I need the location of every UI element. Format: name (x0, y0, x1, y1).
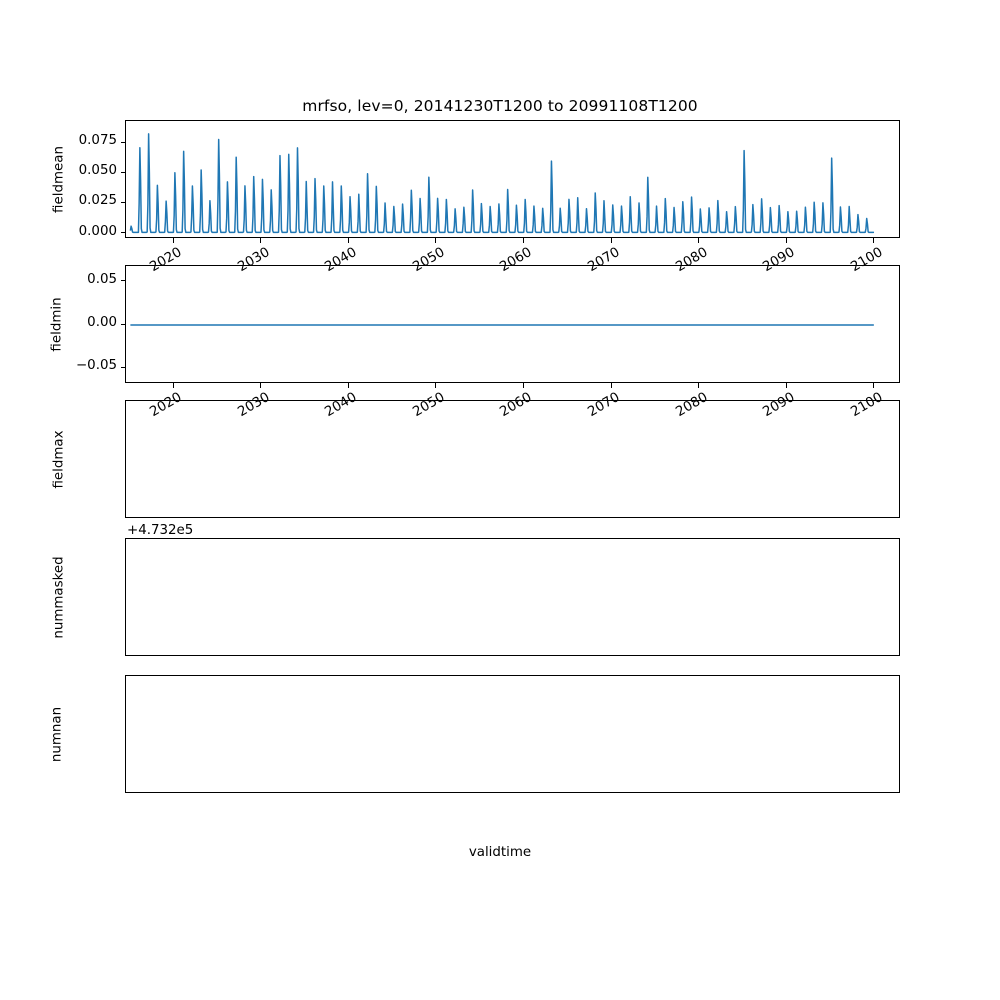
fieldmin-ytick-label: −0.05 (75, 358, 117, 374)
fieldmean-series-path (129, 133, 875, 234)
fieldmin-line-plot (130, 324, 874, 326)
fieldmean-xtick-mark (260, 238, 262, 243)
fieldmin-xtick-mark (172, 383, 174, 388)
fieldmin-xtick-mark (610, 383, 612, 388)
fieldmin-xtick-mark (522, 383, 525, 388)
fieldmean-ytick-label: 0.000 (78, 223, 117, 239)
fieldmin-xtick-mark (347, 383, 349, 388)
fieldmean-xtick-mark (435, 238, 437, 243)
fieldmin-xtick-mark (873, 383, 875, 388)
fieldmin-xtick-mark (260, 383, 262, 388)
panel-fieldmax (125, 400, 900, 518)
numnan-line-plot (126, 676, 900, 793)
panel-fieldmin-frame (125, 265, 900, 383)
fieldmin-ytick-label: 0.05 (87, 271, 117, 287)
fieldmin-ytick-mark (120, 366, 125, 368)
panel-fieldmin (125, 265, 900, 383)
fieldmean-ytick-mark (120, 201, 125, 204)
fieldmin-ytick-label: 0.00 (87, 315, 117, 330)
fieldmin-ytick-mark (120, 323, 125, 325)
panel-fieldmean-frame (125, 120, 900, 238)
fieldmean-line-plot (129, 133, 875, 234)
fieldmean-ytick-label: 0.075 (78, 133, 117, 149)
nummasked-offset-text: +4.732e5 (127, 523, 194, 538)
nummasked-line-plot (126, 539, 900, 656)
fieldmean-xtick-mark (873, 238, 875, 243)
fieldmin-xtick-mark (435, 383, 437, 388)
fieldmin-ytick-mark (120, 280, 125, 282)
panel-fieldmean (125, 120, 900, 238)
fieldmean-xtick-mark (785, 238, 787, 243)
figure-title: mrfso, lev=0, 20141230T1200 to 20991108T… (302, 97, 698, 115)
panel-nummasked-frame (125, 538, 900, 656)
fieldmean-ytick-mark (120, 141, 125, 143)
fieldmean-ytick-mark (120, 232, 125, 234)
fieldmean-xtick-mark (172, 238, 174, 243)
fieldmin-xtick-mark (785, 383, 787, 388)
fieldmean-ytick-label: 0.025 (78, 193, 117, 209)
fieldmean-ytick-label: 0.050 (78, 163, 117, 179)
fieldmean-xtick-mark (522, 238, 525, 243)
panel-fieldmax-frame (125, 400, 900, 518)
fieldmean-ytick-mark (120, 171, 125, 173)
xlabel-validtime: validtime (468, 845, 532, 860)
ylabel-fieldmax: fieldmax (51, 430, 67, 489)
panel-numnan (125, 675, 900, 793)
ylabel-numnan: numnan (49, 706, 65, 763)
fieldmean-xtick-mark (698, 238, 700, 243)
ylabel-nummasked: nummasked (51, 556, 67, 639)
panel-numnan-frame (125, 675, 900, 793)
panel-nummasked (125, 538, 900, 656)
fieldmin-xtick-mark (698, 383, 700, 388)
fieldmean-xtick-mark (610, 238, 612, 243)
fieldmean-xtick-mark (347, 238, 349, 243)
